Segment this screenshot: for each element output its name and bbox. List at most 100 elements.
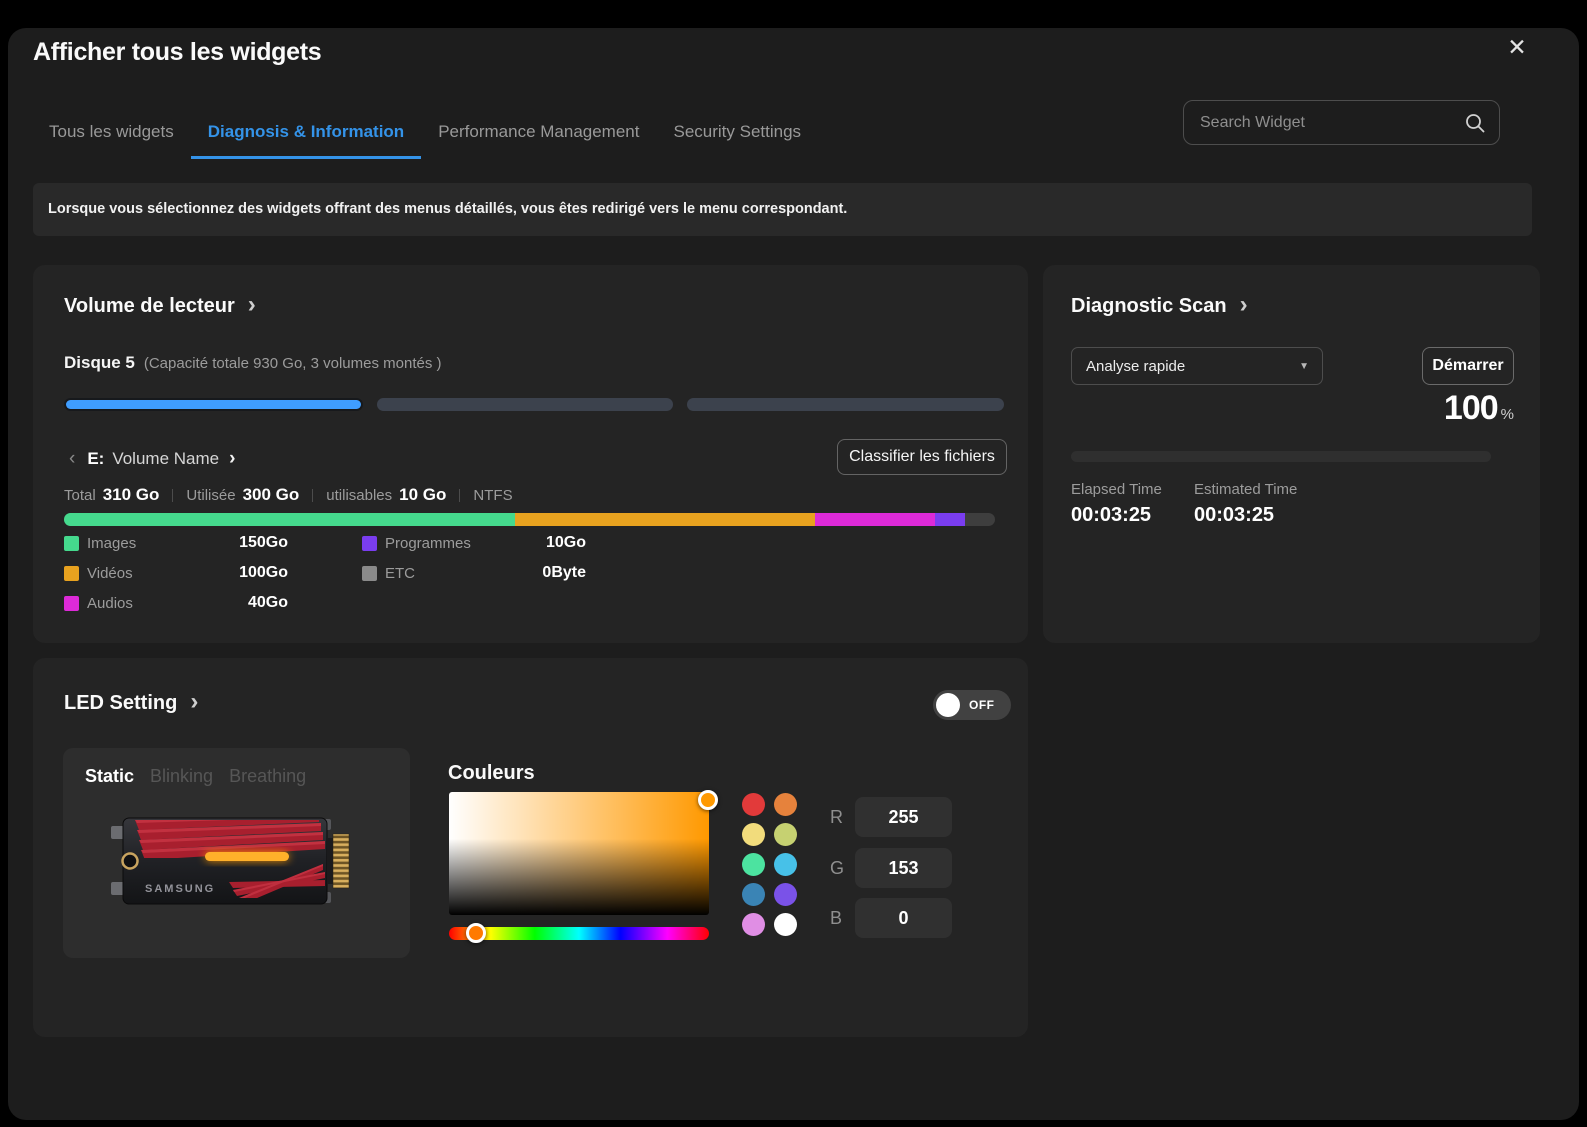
legend-swatch bbox=[362, 566, 377, 581]
rgb-row-b: B 0 bbox=[830, 898, 952, 938]
volume-segment-3[interactable] bbox=[687, 398, 1004, 411]
volume-selector-row: ‹ E: Volume Name › bbox=[66, 441, 238, 477]
search-box bbox=[1183, 100, 1500, 145]
usage-videos bbox=[515, 513, 816, 526]
estimated-time-label: Estimated Time bbox=[1194, 481, 1297, 498]
diagnostic-card-title-link[interactable]: Diagnostic Scan › bbox=[1071, 295, 1248, 318]
usage-audios bbox=[815, 513, 935, 526]
chevron-right-icon: › bbox=[1240, 295, 1248, 315]
search-icon[interactable] bbox=[1464, 112, 1486, 134]
page-title: Afficher tous les widgets bbox=[33, 38, 321, 67]
volume-stats: Total 310 Go Utilisée 300 Go utilisables… bbox=[64, 485, 513, 505]
disk-name: Disque 5 bbox=[64, 353, 135, 373]
legend-swatch bbox=[64, 536, 79, 551]
scan-type-value: Analyse rapide bbox=[1086, 358, 1185, 375]
r-label: R bbox=[830, 807, 847, 828]
swatch-yellow-green[interactable] bbox=[774, 823, 797, 846]
diagnostic-card-title: Diagnostic Scan bbox=[1071, 295, 1227, 318]
tab-bar: Tous les widgets Diagnosis & Information… bbox=[32, 108, 818, 159]
chevron-right-icon: › bbox=[248, 295, 256, 315]
usage-legend-col2: Programmes 10Go ETC 0Byte bbox=[362, 535, 586, 595]
led-card-title-link[interactable]: LED Setting › bbox=[64, 692, 198, 715]
led-toggle-state: OFF bbox=[969, 690, 995, 720]
swatch-blue[interactable] bbox=[742, 883, 765, 906]
usage-images bbox=[64, 513, 515, 526]
swatch-white[interactable] bbox=[774, 913, 797, 936]
saturation-picker[interactable] bbox=[449, 792, 709, 915]
b-label: B bbox=[830, 908, 847, 929]
led-setting-card: LED Setting › OFF Static Blinking Breath… bbox=[33, 658, 1028, 1037]
led-mode-panel: Static Blinking Breathing bbox=[63, 748, 410, 958]
color-swatches bbox=[742, 793, 797, 936]
widgets-modal: Afficher tous les widgets ✕ Tous les wid… bbox=[8, 28, 1579, 1120]
disk-row: Disque 5 (Capacité totale 930 Go, 3 volu… bbox=[64, 353, 442, 373]
swatch-cyan[interactable] bbox=[774, 853, 797, 876]
b-value-input[interactable]: 0 bbox=[855, 898, 952, 938]
volume-next-icon[interactable]: › bbox=[226, 448, 238, 470]
elapsed-time-label: Elapsed Time bbox=[1071, 481, 1162, 498]
stat-available: utilisables 10 Go bbox=[326, 485, 446, 505]
stat-total: Total 310 Go bbox=[64, 485, 159, 505]
legend-item-videos: Vidéos 100Go bbox=[64, 565, 288, 581]
g-label: G bbox=[830, 858, 847, 879]
rgb-row-g: G 153 bbox=[830, 848, 952, 888]
legend-swatch bbox=[64, 566, 79, 581]
start-scan-button[interactable]: Démarrer bbox=[1422, 347, 1514, 385]
mode-tab-breathing[interactable]: Breathing bbox=[229, 766, 306, 787]
swatch-yellow[interactable] bbox=[742, 823, 765, 846]
volume-segment-1[interactable] bbox=[64, 398, 363, 411]
hue-slider[interactable] bbox=[449, 927, 709, 940]
volume-name: Volume Name bbox=[112, 449, 219, 469]
volume-card-title-link[interactable]: Volume de lecteur › bbox=[64, 295, 256, 318]
volume-segment-1-fill bbox=[66, 400, 361, 409]
scan-type-dropdown[interactable]: Analyse rapide ▼ bbox=[1071, 347, 1323, 385]
legend-swatch bbox=[64, 596, 79, 611]
volume-letter: E: bbox=[87, 449, 104, 469]
tab-diagnosis-information[interactable]: Diagnosis & Information bbox=[191, 108, 421, 159]
led-toggle-knob bbox=[936, 693, 960, 717]
volume-prev-icon[interactable]: ‹ bbox=[66, 448, 78, 470]
legend-swatch bbox=[362, 536, 377, 551]
ssd-image: SAMSUNG bbox=[109, 806, 364, 918]
divider bbox=[312, 489, 313, 502]
caret-down-icon: ▼ bbox=[1299, 361, 1309, 372]
legend-item-programs: Programmes 10Go bbox=[362, 535, 586, 551]
mode-tab-static[interactable]: Static bbox=[85, 766, 134, 787]
disk-volume-segments bbox=[64, 398, 1004, 411]
close-icon[interactable]: ✕ bbox=[1502, 32, 1532, 62]
stat-used: Utilisée 300 Go bbox=[186, 485, 299, 505]
scan-progress-bar bbox=[1071, 451, 1491, 462]
led-card-title: LED Setting bbox=[64, 692, 177, 715]
search-input[interactable] bbox=[1184, 114, 1464, 132]
stat-filesystem: NTFS bbox=[473, 487, 512, 504]
classify-files-button[interactable]: Classifier les fichiers bbox=[837, 439, 1007, 475]
divider bbox=[172, 489, 173, 502]
swatch-green[interactable] bbox=[742, 853, 765, 876]
volume-card-title: Volume de lecteur bbox=[64, 295, 235, 318]
swatch-orange[interactable] bbox=[774, 793, 797, 816]
swatch-red[interactable] bbox=[742, 793, 765, 816]
tab-performance-management[interactable]: Performance Management bbox=[421, 108, 656, 159]
volume-card: Volume de lecteur › Disque 5 (Capacité t… bbox=[33, 265, 1028, 643]
rgb-row-r: R 255 bbox=[830, 797, 952, 837]
elapsed-time-value: 00:03:25 bbox=[1071, 504, 1151, 527]
swatch-orchid[interactable] bbox=[742, 913, 765, 936]
disk-info: (Capacité totale 930 Go, 3 volumes monté… bbox=[144, 355, 442, 372]
hue-slider-knob[interactable] bbox=[466, 923, 486, 943]
legend-item-etc: ETC 0Byte bbox=[362, 565, 586, 581]
led-toggle[interactable]: OFF bbox=[933, 690, 1011, 720]
led-mode-tabs: Static Blinking Breathing bbox=[85, 766, 306, 787]
g-value-input[interactable]: 153 bbox=[855, 848, 952, 888]
legend-item-audios: Audios 40Go bbox=[64, 595, 288, 611]
volume-segment-2[interactable] bbox=[377, 398, 674, 411]
tab-tous-les-widgets[interactable]: Tous les widgets bbox=[32, 108, 191, 159]
r-value-input[interactable]: 255 bbox=[855, 797, 952, 837]
colors-title: Couleurs bbox=[448, 762, 535, 785]
swatch-violet[interactable] bbox=[774, 883, 797, 906]
tab-security-settings[interactable]: Security Settings bbox=[656, 108, 818, 159]
saturation-picker-knob[interactable] bbox=[698, 790, 718, 810]
usage-legend-col1: Images 150Go Vidéos 100Go Audios 40Go bbox=[64, 535, 288, 625]
scan-progress-percent: 100 % bbox=[1444, 389, 1514, 428]
mode-tab-blinking[interactable]: Blinking bbox=[150, 766, 213, 787]
legend-item-images: Images 150Go bbox=[64, 535, 288, 551]
